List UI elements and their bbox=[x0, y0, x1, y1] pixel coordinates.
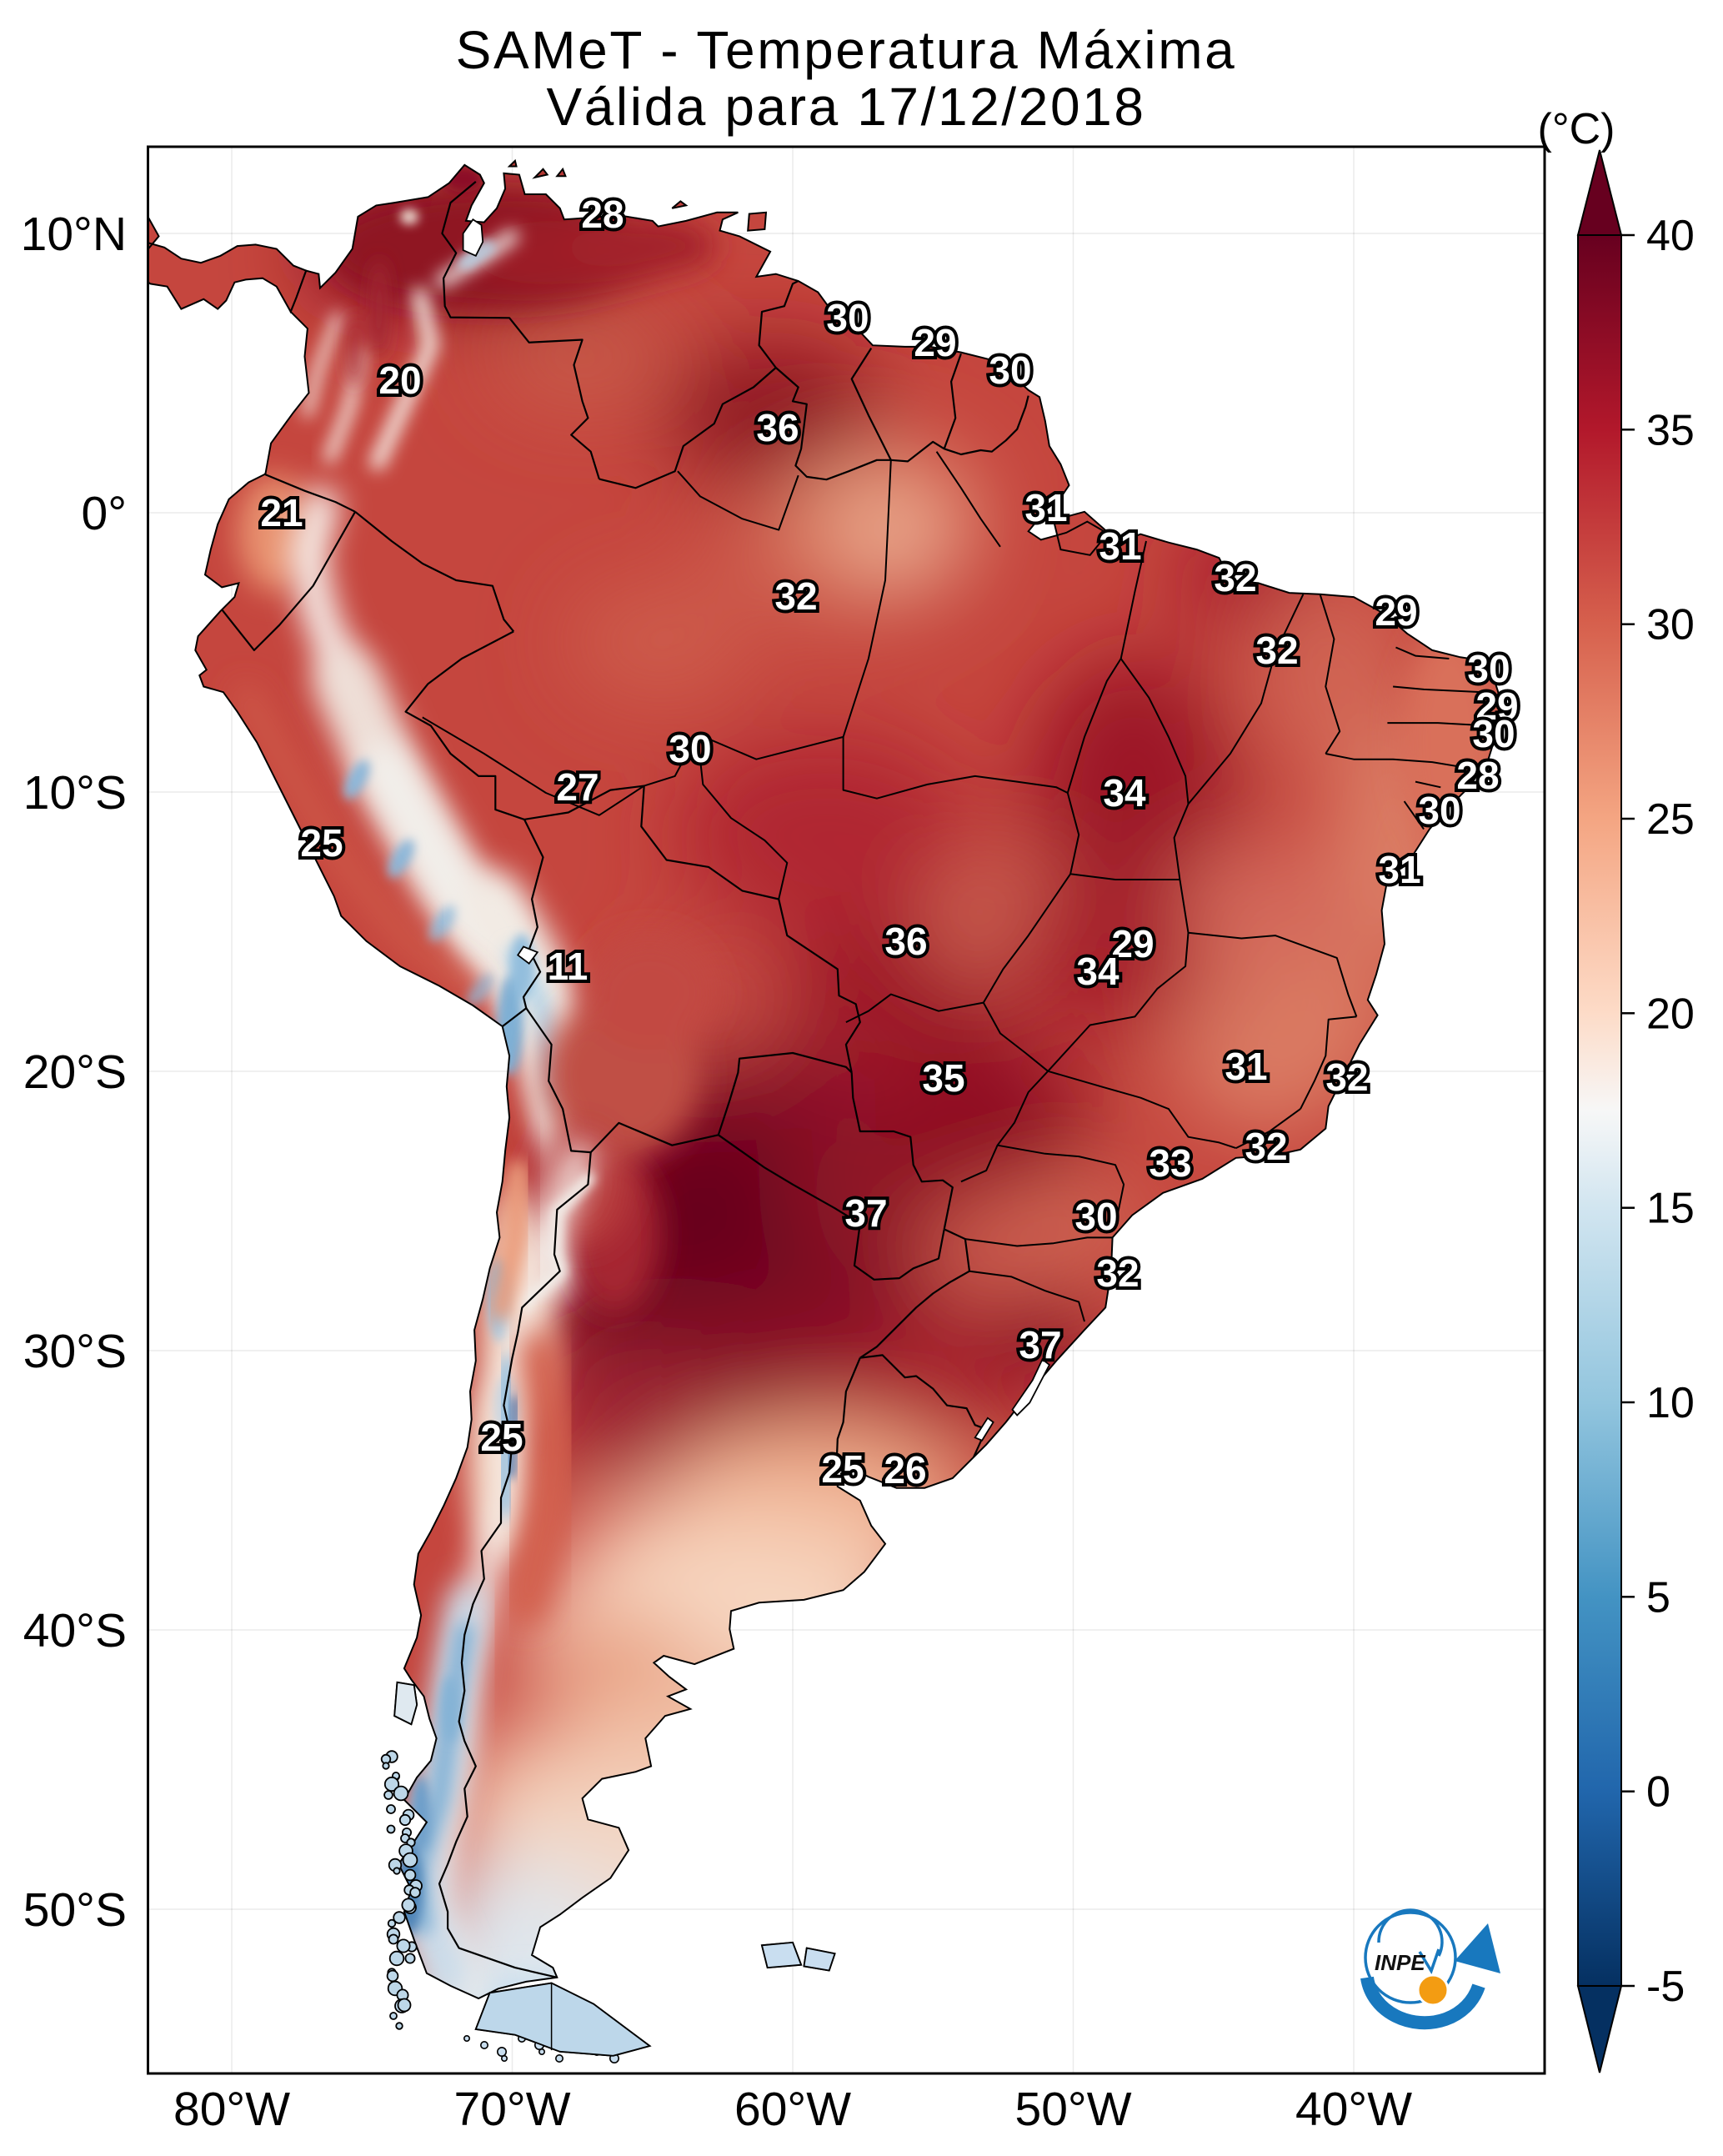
svg-text:40: 40 bbox=[1646, 212, 1695, 260]
svg-text:30: 30 bbox=[1074, 1195, 1117, 1238]
svg-text:30: 30 bbox=[1472, 712, 1515, 755]
svg-text:0°: 0° bbox=[82, 487, 128, 540]
svg-text:25: 25 bbox=[1646, 795, 1695, 844]
svg-text:21: 21 bbox=[260, 491, 303, 534]
svg-text:31: 31 bbox=[1024, 486, 1067, 529]
svg-text:50°W: 50°W bbox=[1015, 2083, 1132, 2136]
svg-text:30°S: 30°S bbox=[23, 1325, 127, 1378]
svg-text:30: 30 bbox=[1467, 647, 1510, 690]
svg-text:32: 32 bbox=[774, 574, 817, 618]
svg-text:30: 30 bbox=[989, 348, 1031, 392]
svg-text:26: 26 bbox=[884, 1448, 926, 1492]
svg-text:32: 32 bbox=[1255, 629, 1298, 672]
svg-text:30: 30 bbox=[1418, 789, 1460, 832]
svg-text:30: 30 bbox=[1646, 601, 1695, 649]
svg-text:10°S: 10°S bbox=[23, 766, 127, 820]
svg-text:20: 20 bbox=[378, 358, 421, 402]
svg-text:31: 31 bbox=[1225, 1045, 1267, 1088]
svg-text:35: 35 bbox=[922, 1056, 964, 1100]
svg-text:70°W: 70°W bbox=[454, 2083, 571, 2136]
svg-text:28: 28 bbox=[1456, 754, 1499, 797]
svg-text:10: 10 bbox=[1646, 1379, 1695, 1427]
svg-text:29: 29 bbox=[1475, 684, 1518, 728]
svg-text:36: 36 bbox=[884, 920, 927, 963]
svg-text:25: 25 bbox=[821, 1447, 864, 1491]
svg-text:28: 28 bbox=[581, 193, 624, 236]
svg-text:SAMeT - Temperatura Máxima: SAMeT - Temperatura Máxima bbox=[456, 20, 1237, 80]
svg-text:Válida para 17/12/2018: Válida para 17/12/2018 bbox=[546, 77, 1145, 137]
svg-text:32: 32 bbox=[1096, 1251, 1139, 1295]
svg-text:36: 36 bbox=[756, 406, 799, 449]
svg-text:11: 11 bbox=[548, 945, 589, 988]
svg-text:37: 37 bbox=[1019, 1323, 1061, 1366]
svg-text:40°W: 40°W bbox=[1295, 2083, 1412, 2136]
svg-text:31: 31 bbox=[1378, 848, 1420, 891]
svg-text:29: 29 bbox=[1111, 922, 1154, 965]
svg-text:(°C): (°C) bbox=[1538, 105, 1615, 153]
svg-text:33: 33 bbox=[1149, 1141, 1191, 1185]
svg-text:20: 20 bbox=[1646, 990, 1695, 1038]
svg-text:25: 25 bbox=[480, 1416, 523, 1459]
svg-text:25: 25 bbox=[300, 821, 343, 865]
svg-text:10°N: 10°N bbox=[21, 208, 127, 261]
svg-text:15: 15 bbox=[1646, 1185, 1695, 1233]
svg-text:0: 0 bbox=[1646, 1768, 1670, 1817]
svg-text:50°S: 50°S bbox=[23, 1883, 127, 1937]
svg-text:-5: -5 bbox=[1646, 1963, 1685, 2011]
svg-text:27: 27 bbox=[556, 765, 599, 809]
svg-text:29: 29 bbox=[1375, 590, 1417, 634]
svg-text:35: 35 bbox=[1646, 406, 1695, 454]
svg-text:30: 30 bbox=[826, 296, 869, 339]
svg-text:32: 32 bbox=[1325, 1055, 1368, 1099]
svg-text:60°W: 60°W bbox=[734, 2083, 851, 2136]
svg-text:34: 34 bbox=[1076, 950, 1119, 993]
svg-text:31: 31 bbox=[1099, 524, 1141, 568]
svg-text:INPE: INPE bbox=[1375, 1950, 1425, 1975]
svg-text:32: 32 bbox=[1245, 1125, 1287, 1168]
svg-text:34: 34 bbox=[1103, 771, 1146, 815]
svg-text:29: 29 bbox=[914, 321, 956, 364]
svg-text:5: 5 bbox=[1646, 1573, 1670, 1622]
svg-text:32: 32 bbox=[1214, 556, 1256, 599]
svg-text:20°S: 20°S bbox=[23, 1045, 127, 1099]
svg-text:37: 37 bbox=[844, 1191, 887, 1235]
svg-text:40°S: 40°S bbox=[23, 1604, 127, 1657]
svg-text:80°W: 80°W bbox=[173, 2083, 290, 2136]
svg-text:30: 30 bbox=[669, 727, 711, 770]
